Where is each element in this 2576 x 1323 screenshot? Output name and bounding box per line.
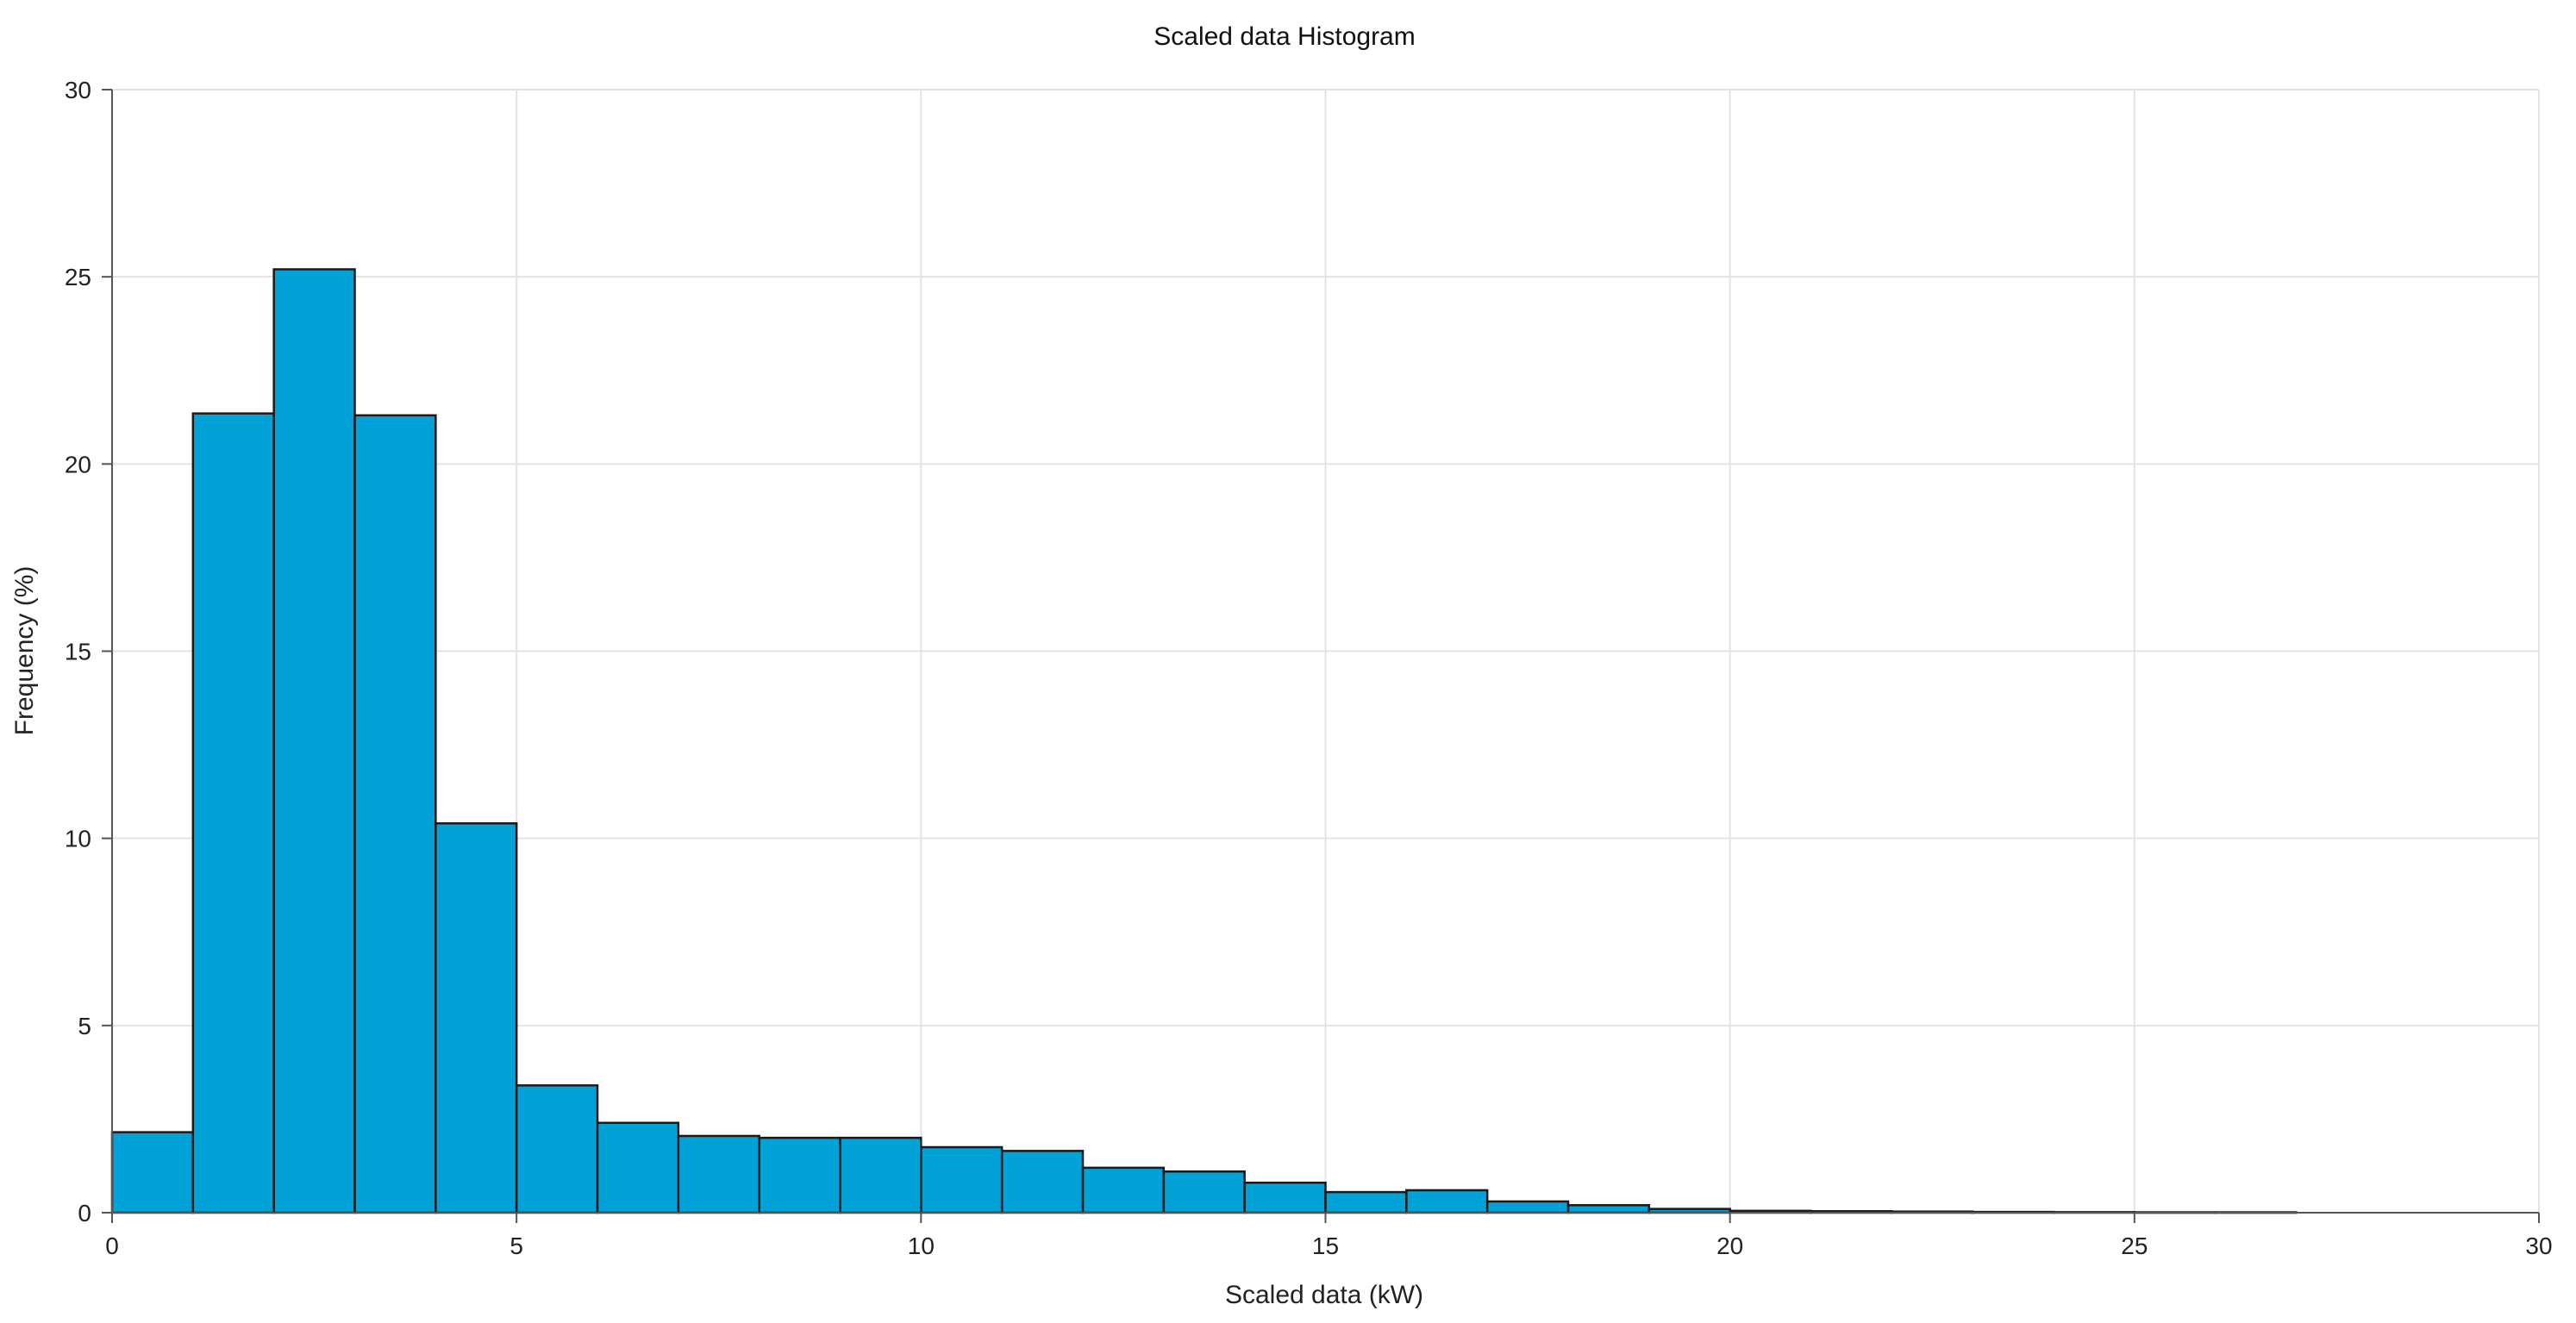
x-tick-label: 20 [1716,1233,1743,1259]
histogram-bar [677,1134,760,1214]
histogram-bar [758,1136,841,1214]
x-tick-label: 30 [2525,1233,2552,1259]
histogram-bar [1162,1170,1246,1214]
y-tick-label: 30 [65,77,91,103]
x-tick-label: 5 [510,1233,523,1259]
histogram-bar [1566,1204,1651,1214]
histogram-bar [515,1084,599,1214]
histogram-bar [191,412,275,1214]
histogram-bar [272,268,356,1214]
histogram-bar [1324,1190,1408,1214]
chart-title: Scaled data Histogram [1154,22,1416,51]
histogram-bar [1485,1200,1570,1214]
y-tick-label: 15 [65,639,91,665]
y-tick-label: 0 [78,1200,91,1226]
tick-labels: 0 5 10 15 20 25 30 0 5 10 15 20 25 30 [65,77,2553,1259]
y-tick-label: 10 [65,826,91,852]
histogram-bar [1405,1189,1489,1214]
x-tick-label: 10 [908,1233,935,1259]
histogram-bar [353,414,437,1214]
y-tick-label: 5 [78,1013,91,1039]
x-tick-label: 0 [105,1233,119,1259]
x-tick-label: 15 [1312,1233,1339,1259]
histogram-bar [596,1121,680,1214]
histogram-bar [1243,1182,1327,1214]
histogram-bar [1000,1150,1085,1214]
y-tick-label: 20 [65,451,91,477]
y-axis-title: Frequency (%) [10,566,39,736]
histogram-bar [435,822,518,1214]
histogram-bar [839,1136,922,1214]
histogram-bar [1081,1166,1166,1214]
histogram-bar [920,1145,1004,1214]
x-tick-label: 25 [2121,1233,2148,1259]
bars [110,268,2298,1214]
x-axis-title: Scaled data (kW) [1225,1281,1423,1309]
y-tick-label: 25 [65,264,91,290]
axes [102,89,2540,1223]
histogram-bar [110,1131,195,1214]
